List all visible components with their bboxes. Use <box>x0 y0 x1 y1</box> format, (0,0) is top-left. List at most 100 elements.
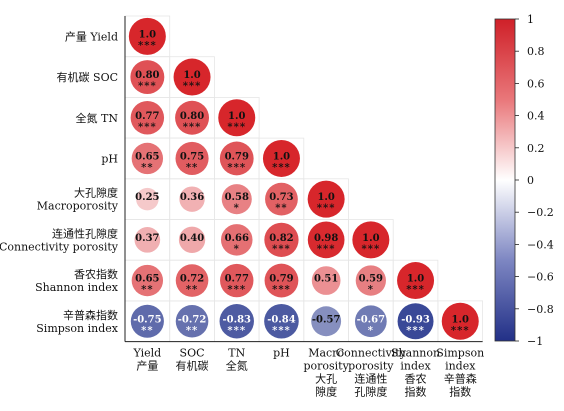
correlation-circle <box>131 142 164 175</box>
correlation-circle <box>311 306 342 337</box>
significance-stars: * <box>234 244 240 255</box>
correlation-circle <box>219 304 254 339</box>
correlation-circle <box>355 265 386 296</box>
column-label: 全氮 <box>226 359 248 373</box>
correlation-circle <box>218 99 256 137</box>
correlation-value: 0.77 <box>225 274 249 285</box>
correlation-value: 1.0 <box>452 314 469 325</box>
colorbar: 1 0.8 0.6 0.4 0.2 0 −0.2 −0.4 −0.6 −0.8 −1 <box>494 13 554 348</box>
correlation-circle <box>264 303 299 339</box>
colorbar-tick-label: 0.8 <box>527 45 545 58</box>
correlation-value: 0.59 <box>359 274 383 285</box>
colorbar-tick-label: −0.6 <box>527 271 554 284</box>
row-label: Simpson index <box>36 322 119 335</box>
correlation-value: 0.65 <box>135 151 159 162</box>
correlation-circle <box>311 266 341 295</box>
significance-stars: ** <box>186 285 198 296</box>
colorbar-tick-label: 0.4 <box>527 110 545 123</box>
correlation-value: 1.0 <box>228 111 245 122</box>
row-label: Shannon index <box>35 281 119 294</box>
significance-stars: *** <box>272 244 291 255</box>
correlation-circle <box>178 226 206 254</box>
correlation-circle <box>130 101 165 135</box>
column-label: index <box>445 360 476 373</box>
column-label: 孔隙度 <box>354 385 387 399</box>
row-label: 全氮 TN <box>76 111 119 125</box>
row-label: 辛普森指数 <box>63 308 118 322</box>
column-label: SOC <box>180 347 205 360</box>
column-label: 指数 <box>405 385 427 399</box>
column-label: 产量 <box>136 359 158 373</box>
correlation-value: 1.0 <box>183 70 200 81</box>
correlation-circle <box>441 302 479 340</box>
column-label: TN <box>228 347 245 360</box>
significance-stars: * <box>368 325 374 336</box>
column-label: 辛普森 <box>444 372 477 386</box>
significance-stars: ** <box>275 203 287 214</box>
significance-stars: *** <box>451 325 470 336</box>
column-label: Shannon <box>391 347 440 360</box>
significance-stars: *** <box>272 285 291 296</box>
row-label: 产量 Yield <box>65 29 118 43</box>
significance-stars: *** <box>183 122 202 133</box>
correlation-circle <box>130 60 165 95</box>
colorbar-tick-label: −1 <box>527 335 543 348</box>
correlation-value: 0.73 <box>269 192 293 203</box>
correlation-value: 0.77 <box>135 111 159 122</box>
correlation-circle <box>352 221 390 259</box>
row-label: 大孔隙度 <box>74 186 118 200</box>
correlation-circle <box>221 184 252 215</box>
significance-stars: *** <box>138 81 157 92</box>
correlation-value: 0.36 <box>180 192 204 203</box>
correlation-value: 0.72 <box>180 274 204 285</box>
significance-stars: ** <box>186 325 198 336</box>
colorbar-gradient <box>494 18 516 342</box>
correlation-circle <box>397 303 434 340</box>
column-label: 香农 <box>405 372 427 386</box>
row-label: pH <box>101 152 118 165</box>
cells: 1.0***0.80***1.0***0.77***0.80***1.0***0… <box>128 17 479 340</box>
row-label: 有机碳 SOC <box>57 70 118 84</box>
colorbar-tick-label: 0.2 <box>527 142 545 155</box>
column-label: Simpson <box>436 347 484 360</box>
column-label: index <box>400 360 431 373</box>
correlation-value: 0.82 <box>269 233 293 244</box>
significance-stars: ** <box>141 285 153 296</box>
correlation-circle <box>220 224 253 256</box>
significance-stars: *** <box>272 325 291 336</box>
correlation-circle <box>175 304 209 338</box>
correlation-value: -0.57 <box>312 314 341 325</box>
column-label: 指数 <box>449 385 471 399</box>
correlation-value: -0.83 <box>222 314 251 325</box>
column-label: 大孔 <box>315 372 337 386</box>
correlation-value: 0.37 <box>135 233 159 244</box>
colorbar-tick-label: −0.4 <box>527 238 554 251</box>
correlation-value: 0.58 <box>225 192 249 203</box>
correlation-circle <box>134 227 161 253</box>
column-label: Connectivity <box>336 347 407 360</box>
colorbar-tick-label: 0 <box>527 174 534 187</box>
correlation-value: 0.98 <box>314 233 338 244</box>
correlation-circle <box>397 262 435 300</box>
correlation-circle <box>179 186 205 212</box>
significance-stars: *** <box>227 285 246 296</box>
significance-stars: *** <box>406 325 425 336</box>
column-label: Yield <box>133 347 162 360</box>
colorbar-tick-label: −0.2 <box>527 206 554 219</box>
correlation-value: -0.93 <box>401 314 430 325</box>
row-label: Macroporosity <box>37 200 119 213</box>
row-label: 香农指数 <box>74 267 118 281</box>
correlation-value: 0.65 <box>135 274 159 285</box>
correlation-value: 1.0 <box>317 192 334 203</box>
correlation-circle <box>130 304 164 338</box>
correlation-circle <box>307 221 345 259</box>
correlation-value: 0.25 <box>135 192 159 203</box>
correlation-value: 1.0 <box>273 151 290 162</box>
significance-stars: *** <box>406 285 425 296</box>
correlation-circle <box>354 305 387 338</box>
correlation-value: -0.72 <box>178 314 207 325</box>
significance-stars: *** <box>227 122 246 133</box>
